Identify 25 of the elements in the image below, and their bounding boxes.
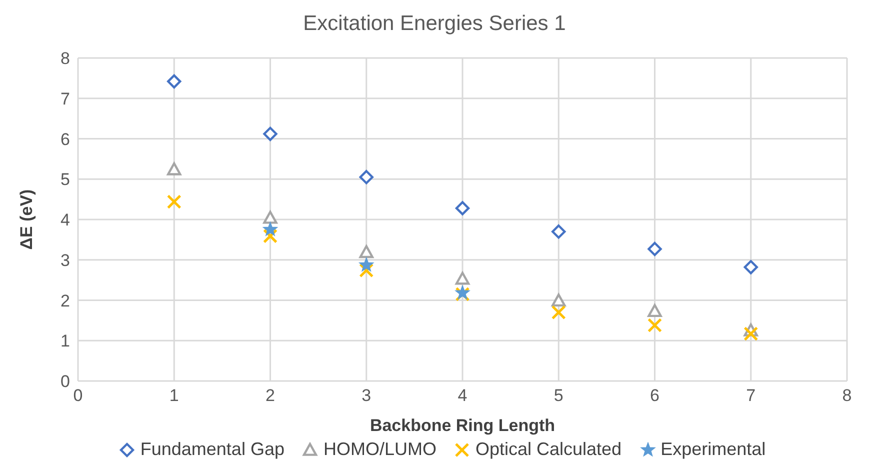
legend-label: HOMO/LUMO (322, 439, 436, 460)
legend-label: Fundamental Gap (139, 439, 284, 460)
x-tick-label: 7 (746, 386, 756, 406)
y-tick-label: 2 (60, 291, 70, 310)
x-tick-label: 6 (650, 386, 660, 406)
x-tick-label: 1 (169, 386, 179, 406)
chart-title: Excitation Energies Series 1 (302, 12, 567, 36)
x-tick-label: 3 (362, 386, 372, 406)
y-tick-label: 6 (60, 130, 70, 149)
y-tick-label: 3 (60, 250, 70, 270)
x-tick-label: 8 (842, 386, 852, 406)
x-axis-title: Backbone Ring Length (370, 416, 556, 435)
x-tick-label: 5 (554, 386, 564, 406)
y-tick-label: 4 (60, 210, 70, 230)
x-tick-label: 4 (458, 386, 468, 406)
legend-label: Experimental (660, 439, 766, 460)
legend-label: Optical Calculated (474, 439, 622, 460)
x-tick-label: 2 (266, 386, 275, 406)
y-tick-label: 0 (60, 372, 70, 392)
y-tick-label: 7 (60, 89, 70, 108)
y-tick-label: 5 (60, 170, 70, 190)
y-tick-label: 8 (60, 49, 70, 68)
x-tick-label: 0 (73, 386, 83, 406)
y-tick-label: 1 (60, 332, 70, 351)
y-axis-title: ΔE (eV) (17, 189, 36, 250)
